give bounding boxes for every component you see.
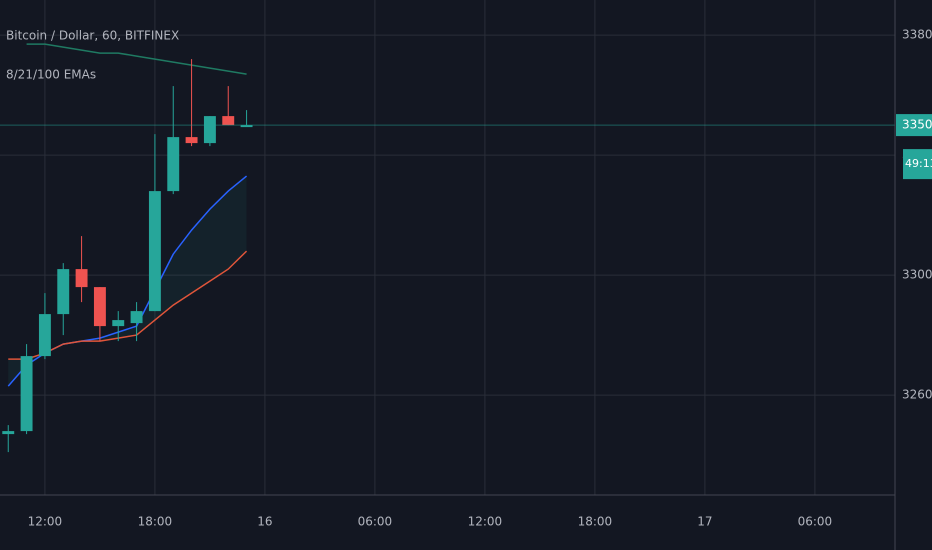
- ema-line: [26, 43, 247, 75]
- candle-body: [222, 116, 235, 126]
- candle-body: [20, 356, 33, 432]
- x-tick-label: 16: [257, 515, 272, 529]
- countdown-box: [903, 149, 932, 180]
- candle-body: [167, 137, 180, 192]
- y-tick-label: 3300.0: [902, 268, 932, 282]
- y-tick-label: 3260.0: [902, 388, 932, 402]
- candle-body: [203, 116, 216, 144]
- last-price-box: [896, 114, 932, 137]
- candle-body: [148, 191, 161, 312]
- candle-body: [38, 314, 51, 357]
- candle-body: [130, 311, 143, 324]
- candle-body: [240, 125, 253, 128]
- axes: 3380.03340.03300.03260.012:0018:001606:0…: [28, 28, 932, 529]
- candle-body: [112, 320, 125, 327]
- candle-body: [93, 287, 106, 327]
- candle-body: [75, 269, 88, 288]
- x-tick-label: 17: [697, 515, 712, 529]
- candle-body: [2, 431, 15, 435]
- candle-body: [185, 137, 198, 144]
- indicator-label: 8/21/100 EMAs: [6, 68, 96, 82]
- x-tick-label: 12:00: [468, 515, 503, 529]
- x-tick-label: 06:00: [798, 515, 833, 529]
- x-tick-label: 12:00: [28, 515, 63, 529]
- y-tick-label: 3380.0: [902, 28, 932, 42]
- x-tick-label: 06:00: [358, 515, 393, 529]
- countdown-label: 49:13: [905, 157, 932, 170]
- candle-body: [57, 269, 70, 315]
- x-tick-label: 18:00: [578, 515, 613, 529]
- last-price-label: 3350.0: [902, 118, 932, 132]
- x-tick-label: 18:00: [138, 515, 173, 529]
- plot: [0, 43, 895, 453]
- chart-title: Bitcoin / Dollar, 60, BITFINEX: [6, 29, 179, 43]
